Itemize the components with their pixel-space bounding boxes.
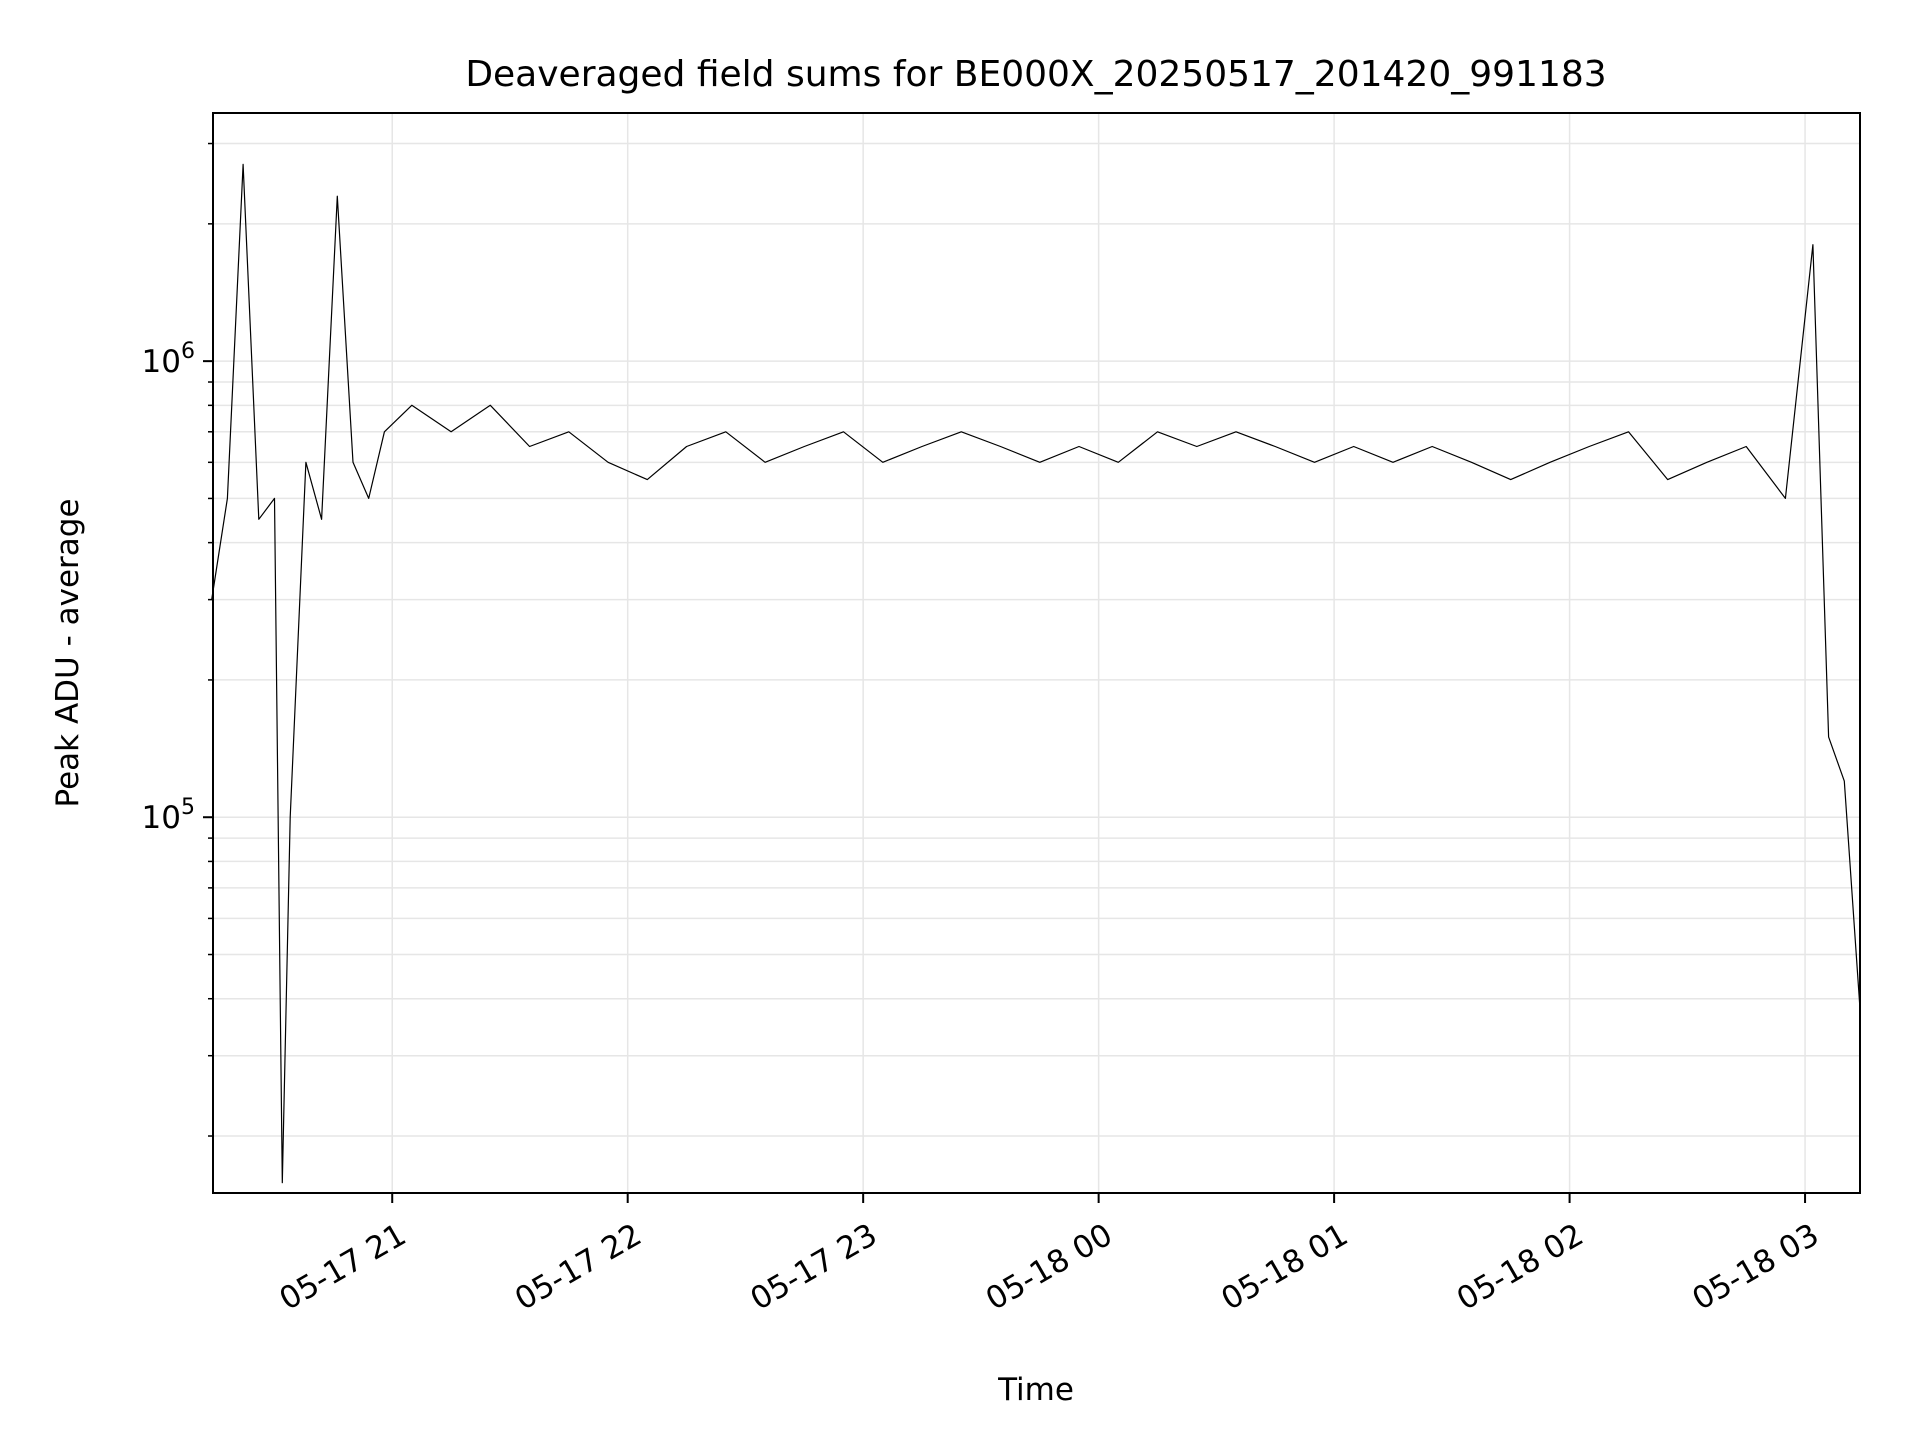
y-tick-label: 106 bbox=[142, 339, 195, 380]
x-tick-label: 05-18 02 bbox=[1451, 1217, 1590, 1318]
series-layer bbox=[211, 163, 1861, 1184]
x-tick-label: 05-17 23 bbox=[744, 1217, 883, 1318]
x-axis-label: Time bbox=[997, 1372, 1074, 1408]
x-axis-ticks: 05-17 21 05-17 22 05-17 23 05-18 00 05-18 01… bbox=[274, 1193, 1825, 1318]
x-tick-label: 05-18 01 bbox=[1215, 1217, 1354, 1318]
chart-title: Deaveraged field sums for BE000X_2025051… bbox=[465, 54, 1606, 95]
x-tick-label: 05-18 00 bbox=[980, 1217, 1119, 1318]
x-tick-label: 05-17 21 bbox=[274, 1217, 413, 1318]
series-line bbox=[211, 163, 1861, 1184]
plot-frame bbox=[212, 112, 1861, 1194]
y-axis-ticks: 105 106 bbox=[142, 142, 213, 1137]
x-tick-label: 05-17 22 bbox=[509, 1217, 648, 1318]
y-axis-label: Peak ADU - average bbox=[50, 498, 86, 807]
grid-layer bbox=[213, 113, 1860, 1193]
x-tick-label: 05-18 03 bbox=[1686, 1217, 1825, 1318]
y-tick-label: 105 bbox=[142, 795, 195, 836]
